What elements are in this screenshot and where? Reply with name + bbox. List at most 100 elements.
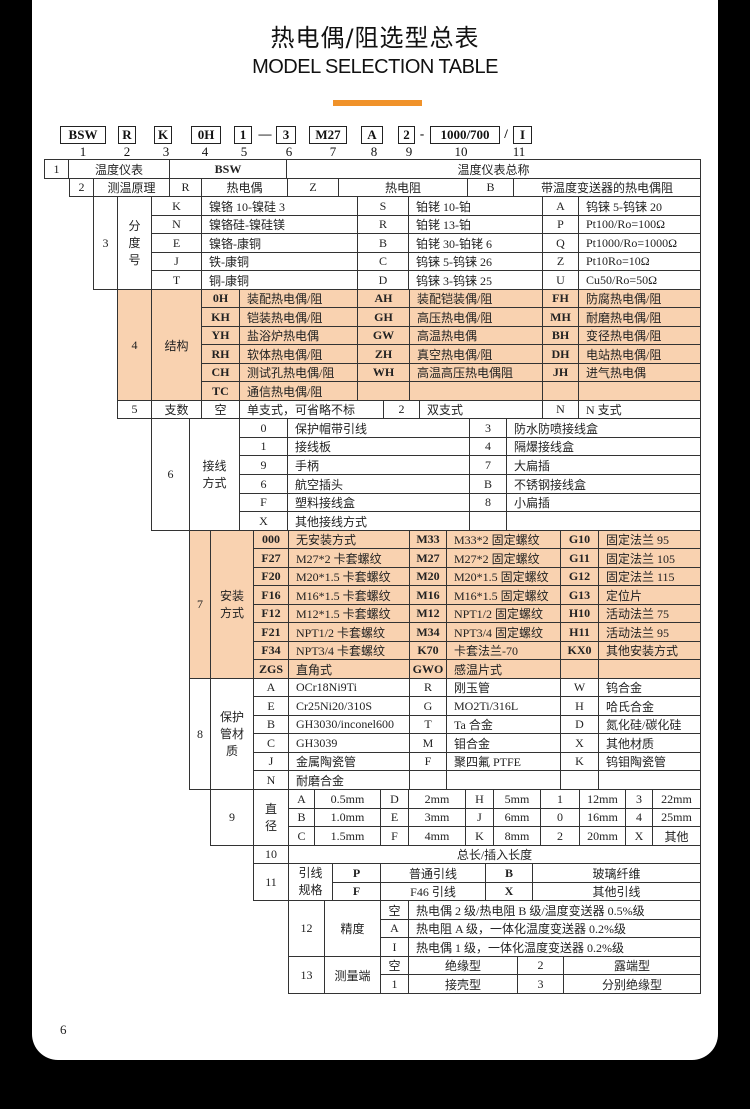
table-cell: F21 — [253, 622, 289, 642]
table-cell: 7 — [469, 455, 507, 475]
table-cell: 铜-康铜 — [201, 270, 358, 290]
table-cell: 热电阻 — [338, 178, 468, 197]
table-cell: 镍铬硅-镍硅镁 — [201, 215, 358, 234]
table-cell: R — [169, 178, 202, 197]
table-cell: B — [357, 233, 409, 253]
table-cell: A — [253, 678, 289, 697]
table-cell: 2 — [383, 400, 420, 419]
section-label: 直径 — [253, 789, 289, 846]
table-cell: 耐磨合金 — [288, 770, 410, 790]
table-cell: 结构 — [151, 289, 202, 401]
table-cell: 8 — [469, 493, 507, 512]
section-number: 6 — [151, 418, 190, 531]
table-cell: M33*2 固定螺纹 — [446, 530, 561, 549]
table-cell — [409, 381, 543, 401]
table-cell: J — [151, 252, 202, 271]
table-cell: A — [288, 789, 315, 809]
table-cell: 8mm — [493, 826, 541, 846]
table-cell: BH — [542, 326, 579, 345]
table-cell: 3 — [625, 789, 653, 809]
table-cell — [598, 659, 701, 679]
table-cell: 隔爆接线盒 — [506, 437, 701, 456]
code-segment-box: A — [361, 126, 383, 144]
table-cell: 测温原理 — [93, 178, 170, 197]
table-cell — [506, 511, 701, 531]
table-cell: 0 — [540, 808, 580, 827]
table-cell: 手柄 — [287, 455, 470, 475]
table-cell: 保护帽带引线 — [287, 418, 470, 438]
page-title: 热电偶/阻选型总表 — [270, 24, 480, 52]
table-cell: 分别绝缘型 — [563, 974, 701, 994]
table-cell: X — [560, 733, 599, 753]
section-label-text: 分度号 — [128, 218, 141, 267]
table-cell: Pt10Ro=10Ω — [578, 252, 701, 271]
section-number: 7 — [189, 530, 211, 679]
table-cell: 热电阻 A 级，一体化温度变送器 0.2%级 — [408, 919, 701, 938]
section-number: 11 — [253, 863, 289, 901]
table-cell: M20 — [409, 567, 447, 586]
table-cell: 接壳型 — [408, 974, 518, 994]
code-segment-box: R — [118, 126, 136, 144]
table-cell: 装配铠装偶/阻 — [409, 289, 543, 308]
table-cell: 5mm — [493, 789, 541, 809]
table-cell: 绝缘型 — [408, 956, 518, 975]
table-cell: M — [409, 733, 447, 753]
code-position-number: 4 — [201, 144, 209, 159]
table-cell: G12 — [560, 567, 599, 586]
table-cell: 温度仪表总称 — [286, 159, 701, 179]
table-cell: 高温热电偶 — [409, 326, 543, 345]
table-cell: 塑料接线盒 — [287, 493, 470, 512]
table-cell: 1.5mm — [314, 826, 381, 846]
table-cell: ZGS — [253, 659, 289, 679]
code-segment-box: 3 — [276, 126, 296, 144]
table-cell: 其他材质 — [598, 733, 701, 753]
table-cell: 空 — [380, 900, 409, 920]
table-cell: 露端型 — [563, 956, 701, 975]
table-cell: 真空热电偶/阻 — [409, 344, 543, 364]
table-cell: 支数 — [151, 400, 202, 419]
table-cell: 钨铼 5-钨铼 26 — [408, 252, 543, 271]
table-cell — [446, 770, 561, 790]
table-cell: 12mm — [579, 789, 626, 809]
table-cell: Cu50/Ro=50Ω — [578, 270, 701, 290]
table-cell: 普通引线 — [380, 863, 486, 883]
table-cell: 6 — [239, 474, 288, 494]
table-cell: F27 — [253, 548, 289, 568]
table-cell: 聚四氟 PTFE — [446, 752, 561, 771]
table-cell: 高压热电偶/阻 — [409, 307, 543, 327]
table-cell: 总长/插入长度 — [288, 845, 701, 864]
table-cell: U — [542, 270, 579, 290]
table-cell: W — [560, 678, 599, 697]
table-cell: DH — [542, 344, 579, 364]
table-cell: 2mm — [408, 789, 466, 809]
table-cell: 刚玉管 — [446, 678, 561, 697]
table-cell: G13 — [560, 585, 599, 605]
table-cell: 3 — [517, 974, 564, 994]
table-cell: 25mm — [652, 808, 701, 827]
table-cell: ZH — [357, 344, 410, 364]
table-cell: NPT3/4 卡套螺纹 — [288, 641, 410, 660]
table-cell: F — [332, 882, 381, 901]
table-cell: 测试孔热电偶/阻 — [239, 363, 358, 382]
table-cell: 固定法兰 115 — [598, 567, 701, 586]
table-cell: M16 — [409, 585, 447, 605]
table-cell: 铂铑 10-铂 — [408, 196, 543, 216]
table-cell: 卡套法兰-70 — [446, 641, 561, 660]
accent-bar — [333, 100, 422, 106]
table-cell: 通信热电偶/阻 — [239, 381, 358, 401]
table-cell: 0.5mm — [314, 789, 381, 809]
table-cell: AH — [357, 289, 410, 308]
table-cell: K — [465, 826, 494, 846]
table-cell: 接线板 — [287, 437, 470, 456]
section-label-text: 接线方式 — [202, 458, 227, 490]
section-label-text: 引线规格 — [298, 866, 323, 897]
table-cell: CH — [201, 363, 240, 382]
table-cell — [598, 770, 701, 790]
table-cell: NPT1/2 卡套螺纹 — [288, 622, 410, 642]
table-cell: 氮化硅/碳化硅 — [598, 715, 701, 734]
code-position-number: 10 — [454, 144, 468, 159]
table-cell: 铂铑 13-铂 — [408, 215, 543, 234]
table-cell: 镍铬 10-镍硅 3 — [201, 196, 358, 216]
table-cell: 9 — [239, 455, 288, 475]
table-cell: NPT3/4 固定螺纹 — [446, 622, 561, 642]
